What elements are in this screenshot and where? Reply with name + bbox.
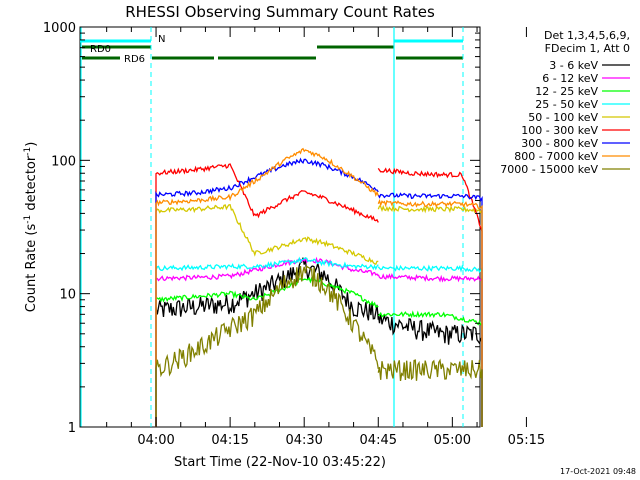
x-tick-label: 04:15 bbox=[211, 433, 248, 448]
legend-entry-label: 800 - 7000 keV bbox=[514, 150, 598, 163]
y-tick-label: 1000 bbox=[43, 21, 76, 36]
legend-entry-label: 100 - 300 keV bbox=[521, 124, 598, 137]
legend-entry-label: 300 - 800 keV bbox=[521, 137, 598, 150]
legend: Det 1,3,4,5,6,9,FDecim 1, Att 0 3 - 6 keV… bbox=[500, 29, 630, 176]
axis-ticks: 1 10 100 1000 04:00 04:15 04:30 04:45 05:00 05:15 bbox=[43, 21, 545, 448]
flag-label-rd6: RD6 bbox=[124, 54, 145, 65]
series-line bbox=[377, 204, 483, 427]
series-line bbox=[377, 272, 483, 427]
flag-label-n: N bbox=[158, 34, 165, 45]
series-line bbox=[155, 147, 379, 427]
flag-bars bbox=[80, 39, 463, 60]
y-tick-label: 100 bbox=[51, 154, 76, 169]
series-line bbox=[377, 312, 483, 427]
series-line bbox=[377, 167, 483, 427]
series-line bbox=[155, 157, 379, 427]
series-line bbox=[155, 256, 379, 427]
series-line bbox=[155, 203, 379, 427]
x-axis-label: Start Time (22-Nov-10 03:45:22) bbox=[174, 455, 386, 470]
y-axis-label: Count Rate (s-1 detector-1) bbox=[23, 142, 39, 313]
series-line bbox=[377, 264, 483, 427]
series-line bbox=[155, 163, 379, 427]
vertical-markers bbox=[80, 27, 464, 427]
legend-entry-label: 3 - 6 keV bbox=[549, 59, 598, 72]
legend-header-line: FDecim 1, Att 0 bbox=[545, 42, 630, 55]
legend-header-line: Det 1,3,4,5,6,9, bbox=[544, 29, 630, 42]
series-line bbox=[377, 310, 483, 427]
series-5 bbox=[155, 163, 483, 427]
series-0 bbox=[155, 257, 483, 427]
legend-entry-label: 6 - 12 keV bbox=[542, 72, 598, 85]
series-4 bbox=[155, 203, 483, 427]
series-line bbox=[377, 358, 483, 427]
y-tick-label: 1 bbox=[68, 421, 76, 436]
x-tick-label: 04:30 bbox=[285, 433, 322, 448]
y-axis-label-part1: Count Rate (s bbox=[24, 224, 39, 313]
series-layer bbox=[155, 147, 483, 427]
y-axis-label-sup1: -1 bbox=[23, 215, 33, 224]
y-axis-label-sup2: -1 bbox=[23, 147, 33, 156]
series-line bbox=[377, 192, 483, 427]
flag-label-rd0: RD0 bbox=[90, 44, 111, 55]
series-line bbox=[155, 276, 379, 427]
footer-timestamp: 17-Oct-2021 09:48 bbox=[560, 467, 636, 476]
legend-entry-label: 12 - 25 keV bbox=[535, 85, 598, 98]
series-2 bbox=[155, 276, 483, 427]
x-tick-label: 05:00 bbox=[434, 433, 471, 448]
series-6 bbox=[155, 157, 483, 427]
series-line bbox=[155, 257, 379, 427]
legend-entry-label: 50 - 100 keV bbox=[528, 111, 598, 124]
series-8 bbox=[155, 264, 483, 427]
series-line bbox=[377, 198, 483, 427]
legend-entry-label: 25 - 50 keV bbox=[535, 98, 598, 111]
x-tick-label: 04:00 bbox=[137, 433, 174, 448]
legend-entry-label: 7000 - 15000 keV bbox=[500, 163, 598, 176]
series-line bbox=[155, 264, 379, 427]
chart-title: RHESSI Observing Summary Count Rates bbox=[125, 3, 435, 21]
series-3 bbox=[155, 256, 483, 427]
y-tick-label: 10 bbox=[59, 288, 76, 303]
y-axis-label-part2: detector bbox=[24, 155, 39, 215]
x-tick-label: 04:45 bbox=[360, 433, 397, 448]
x-tick-label: 05:15 bbox=[508, 433, 545, 448]
series-7 bbox=[155, 147, 483, 427]
y-axis-label-part3: ) bbox=[24, 142, 39, 147]
